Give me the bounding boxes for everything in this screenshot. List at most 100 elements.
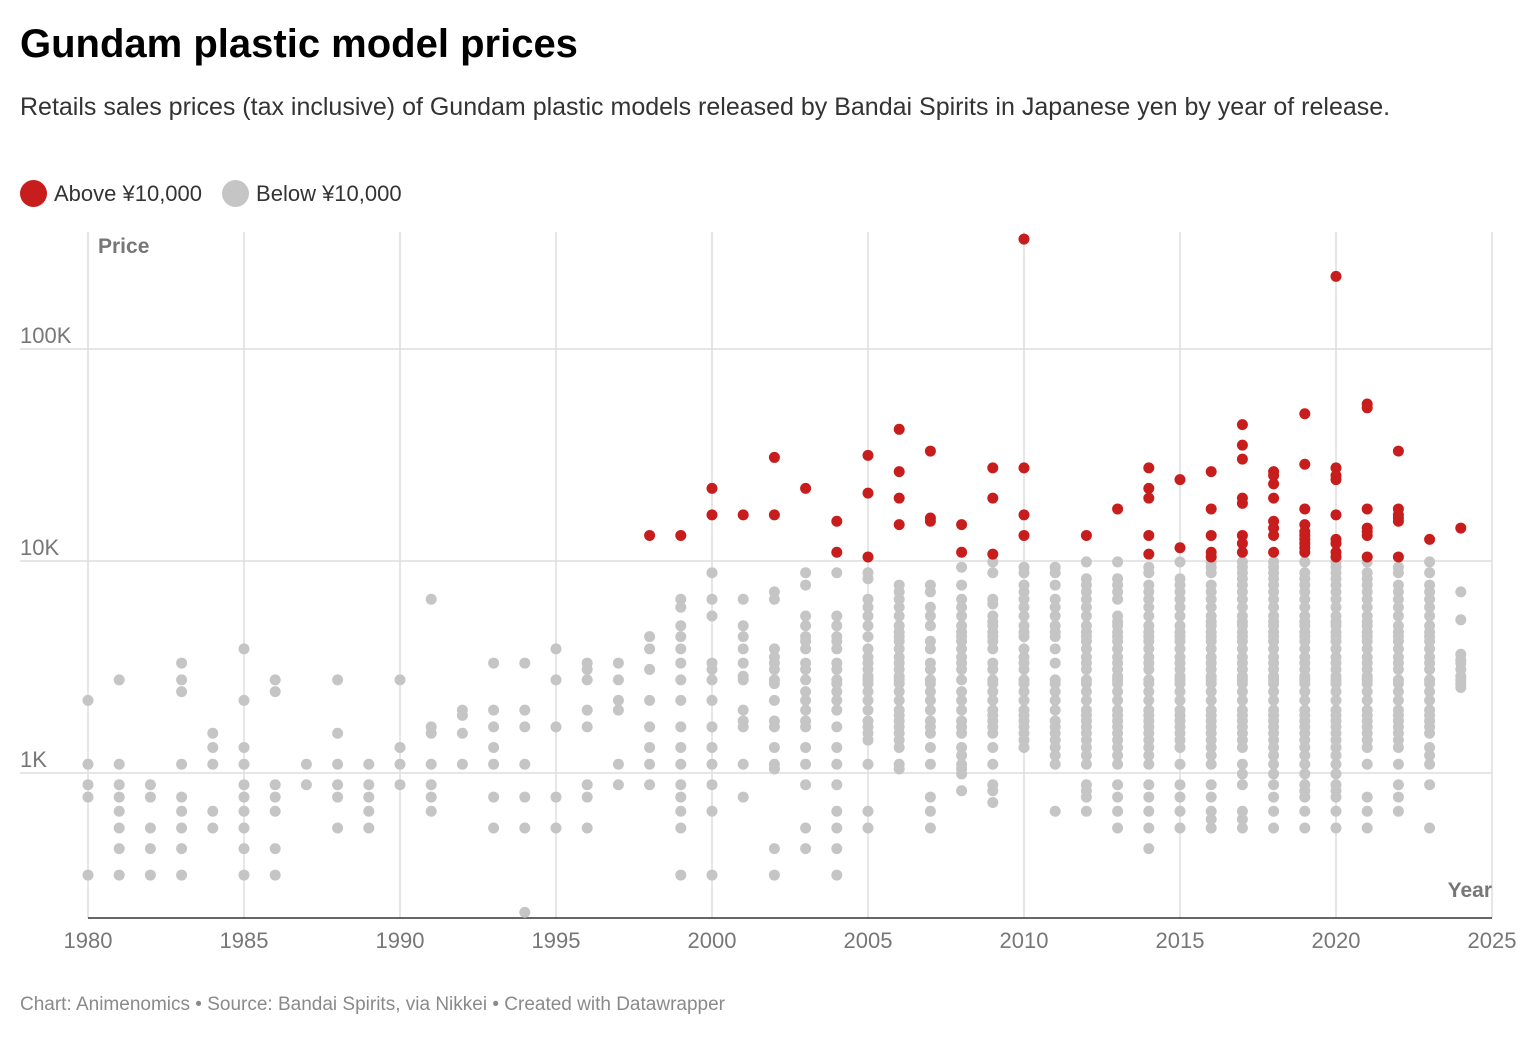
data-point-above: [1268, 492, 1280, 504]
data-point-above: [893, 492, 905, 504]
data-point-below: [1112, 749, 1124, 761]
data-point-below: [1299, 791, 1311, 803]
data-point-below: [987, 635, 999, 647]
data-point-below: [550, 674, 562, 686]
data-point-below: [1299, 556, 1311, 568]
data-point-below: [238, 779, 250, 791]
data-point-below: [1205, 601, 1217, 613]
data-point-below: [800, 635, 812, 647]
data-point-below: [862, 620, 874, 632]
data-point-below: [176, 869, 188, 881]
data-point-below: [238, 791, 250, 803]
data-point-below: [987, 556, 999, 568]
data-point-below: [1143, 593, 1155, 605]
data-point-below: [176, 822, 188, 834]
data-point-below: [581, 791, 593, 803]
data-point-below: [1112, 635, 1124, 647]
data-point-below: [893, 635, 905, 647]
data-point-below: [113, 779, 125, 791]
data-point-below: [800, 843, 812, 855]
data-point-below: [675, 674, 687, 686]
data-point-below: [862, 601, 874, 613]
data-point-below: [1143, 805, 1155, 817]
data-point-below: [706, 758, 718, 770]
data-point-below: [1143, 791, 1155, 803]
data-point-below: [1018, 663, 1030, 675]
data-point-below: [1268, 779, 1280, 791]
data-point-below: [831, 843, 843, 855]
data-point-below: [831, 635, 843, 647]
data-point-below: [425, 791, 437, 803]
data-point-below: [675, 791, 687, 803]
data-point-below: [207, 758, 219, 770]
data-point-below: [706, 593, 718, 605]
data-point-below: [831, 610, 843, 622]
data-point-below: [1236, 758, 1248, 770]
data-point-below: [82, 779, 94, 791]
data-point-below: [987, 686, 999, 698]
data-point-below: [1205, 593, 1217, 605]
data-point-below: [768, 678, 780, 690]
data-point-below: [737, 674, 749, 686]
data-point-below: [1018, 610, 1030, 622]
data-point-below: [1330, 635, 1342, 647]
data-point-below: [675, 758, 687, 770]
x-tick-label: 2020: [1312, 928, 1361, 953]
data-point-below: [1268, 593, 1280, 605]
data-point-above: [987, 462, 999, 474]
data-point-above: [800, 482, 812, 494]
x-tick-label: 2010: [1000, 928, 1049, 953]
data-point-above: [1143, 492, 1155, 504]
data-point-below: [1268, 758, 1280, 770]
data-point-below: [1299, 741, 1311, 753]
data-point-below: [675, 822, 687, 834]
footer-credit: Chart: Animenomics • Source: Bandai Spir…: [20, 994, 725, 1015]
data-point-below: [176, 657, 188, 669]
data-point-above: [893, 519, 905, 531]
data-point-below: [1392, 741, 1404, 753]
data-point-below: [300, 779, 312, 791]
data-point-below: [113, 805, 125, 817]
data-point-below: [1236, 593, 1248, 605]
data-point-below: [1205, 741, 1217, 753]
data-point-below: [269, 805, 281, 817]
data-point-above: [768, 451, 780, 463]
data-point-below: [800, 704, 812, 716]
data-point-above: [1392, 515, 1404, 527]
data-point-below: [956, 643, 968, 655]
data-point-below: [800, 694, 812, 706]
data-point-below: [956, 561, 968, 573]
data-point-below: [1330, 768, 1342, 780]
x-tick-label: 2005: [844, 928, 893, 953]
data-point-below: [1049, 657, 1061, 669]
data-point-below: [1112, 694, 1124, 706]
data-point-below: [1174, 593, 1186, 605]
data-point-above: [1361, 551, 1373, 563]
data-point-below: [612, 704, 624, 716]
data-point-below: [1455, 614, 1467, 626]
data-point-below: [1424, 779, 1436, 791]
data-point-below: [893, 694, 905, 706]
data-point-below: [800, 741, 812, 753]
data-point-below: [1049, 610, 1061, 622]
data-point-below: [675, 805, 687, 817]
data-point-below: [1424, 727, 1436, 739]
data-point-below: [113, 822, 125, 834]
data-point-below: [1080, 610, 1092, 622]
data-point-below: [1049, 805, 1061, 817]
legend-item-below: Below ¥10,000: [222, 180, 402, 207]
data-point-above: [893, 466, 905, 478]
data-point-above: [1361, 529, 1373, 541]
data-point-below: [176, 843, 188, 855]
data-point-below: [987, 741, 999, 753]
data-point-below: [675, 694, 687, 706]
data-point-below: [1174, 758, 1186, 770]
data-point-below: [675, 593, 687, 605]
data-point-below: [1268, 749, 1280, 761]
data-point-below: [924, 694, 936, 706]
data-point-below: [1392, 635, 1404, 647]
data-point-below: [238, 822, 250, 834]
data-point-below: [956, 686, 968, 698]
data-point-below: [1174, 694, 1186, 706]
data-point-below: [488, 758, 500, 770]
